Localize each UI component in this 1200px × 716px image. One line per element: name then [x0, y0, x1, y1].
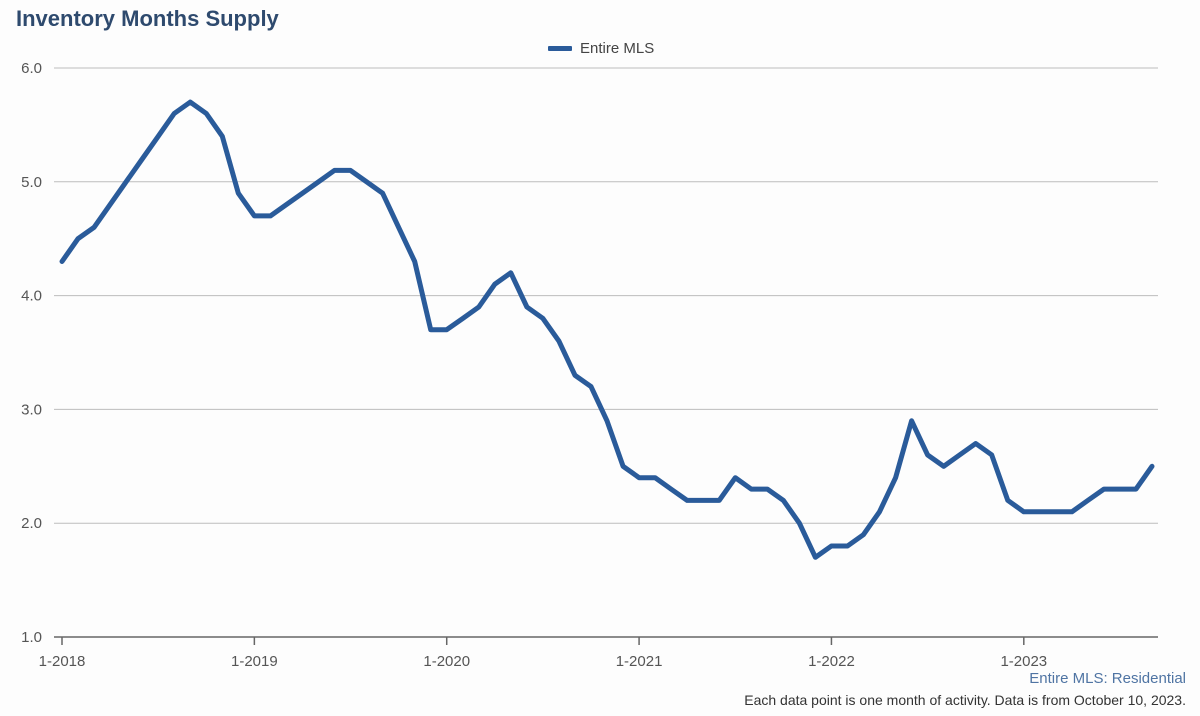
legend-swatch: [548, 46, 572, 51]
x-tick-label: 1-2023: [1000, 653, 1047, 670]
y-tick-labels: 1.0 2.0 3.0 4.0 5.0 6.0: [21, 60, 42, 646]
data-point: [685, 498, 690, 503]
data-point: [412, 259, 417, 264]
gridlines: [54, 67, 1158, 524]
data-point: [108, 202, 113, 207]
data-point: [701, 498, 706, 503]
data-point: [348, 168, 353, 173]
data-point: [781, 498, 786, 503]
data-point: [1005, 498, 1010, 503]
y-tick-label: 1.0: [21, 629, 42, 646]
data-point: [252, 213, 257, 218]
data-point: [1037, 509, 1042, 514]
data-point: [653, 475, 658, 480]
data-point: [172, 111, 177, 116]
series-group: [59, 99, 1155, 560]
data-point: [941, 464, 946, 469]
data-point: [1134, 487, 1139, 492]
data-point: [556, 339, 561, 344]
data-point: [220, 134, 225, 139]
data-point: [605, 418, 610, 423]
chart-title: Inventory Months Supply: [16, 6, 279, 31]
data-point: [204, 111, 209, 116]
data-point: [140, 157, 145, 162]
source-label: Entire MLS: Residential: [1029, 670, 1186, 687]
data-point: [572, 373, 577, 378]
data-point: [989, 452, 994, 457]
x-tick-label: 1-2019: [231, 653, 278, 670]
data-point: [364, 179, 369, 184]
data-point: [829, 543, 834, 548]
data-point: [428, 327, 433, 332]
data-point: [284, 202, 289, 207]
data-point: [156, 134, 161, 139]
x-tick-label: 1-2018: [39, 653, 86, 670]
data-point: [909, 418, 914, 423]
footnote: Each data point is one month of activity…: [744, 692, 1186, 708]
data-point: [236, 191, 241, 196]
data-point: [765, 487, 770, 492]
data-point: [861, 532, 866, 537]
data-point: [76, 236, 81, 241]
data-point: [380, 191, 385, 196]
data-point: [733, 475, 738, 480]
data-point: [60, 259, 65, 264]
data-point: [717, 498, 722, 503]
data-point: [1053, 509, 1058, 514]
data-point: [124, 179, 129, 184]
data-point: [1150, 464, 1155, 469]
data-point: [444, 327, 449, 332]
legend-label: Entire MLS: [580, 40, 655, 57]
data-point: [621, 464, 626, 469]
x-tick-label: 1-2020: [423, 653, 470, 670]
x-tick-label: 1-2021: [616, 653, 663, 670]
y-tick-label: 6.0: [21, 60, 42, 77]
data-point: [813, 555, 818, 560]
series-line-entire-mls: [59, 99, 1155, 560]
data-point: [188, 100, 193, 105]
axes: [54, 636, 1158, 645]
data-point: [300, 191, 305, 196]
y-tick-label: 3.0: [21, 401, 42, 418]
data-point: [957, 452, 962, 457]
data-point: [492, 282, 497, 287]
data-point: [925, 452, 930, 457]
data-point: [669, 487, 674, 492]
y-tick-label: 2.0: [21, 515, 42, 532]
data-point: [877, 509, 882, 514]
data-point: [268, 213, 273, 218]
data-point: [332, 168, 337, 173]
data-point: [508, 270, 513, 275]
data-point: [460, 316, 465, 321]
x-tick-labels: 1-2018 1-2019 1-2020 1-2021 1-2022 1-2023: [39, 653, 1048, 670]
data-point: [540, 316, 545, 321]
data-point: [316, 179, 321, 184]
data-point: [1021, 509, 1026, 514]
data-point: [92, 225, 97, 230]
data-point: [749, 487, 754, 492]
data-point: [524, 304, 529, 309]
x-tick-label: 1-2022: [808, 653, 855, 670]
data-point: [1069, 509, 1074, 514]
data-point: [797, 521, 802, 526]
data-point: [1085, 498, 1090, 503]
data-point: [973, 441, 978, 446]
data-point: [1117, 487, 1122, 492]
y-tick-label: 4.0: [21, 288, 42, 305]
data-point: [845, 543, 850, 548]
y-tick-label: 5.0: [21, 174, 42, 191]
data-point: [637, 475, 642, 480]
data-point: [1101, 487, 1106, 492]
data-point: [476, 304, 481, 309]
data-point: [396, 225, 401, 230]
data-point: [893, 475, 898, 480]
legend: Entire MLS: [548, 40, 654, 57]
data-point: [588, 384, 593, 389]
